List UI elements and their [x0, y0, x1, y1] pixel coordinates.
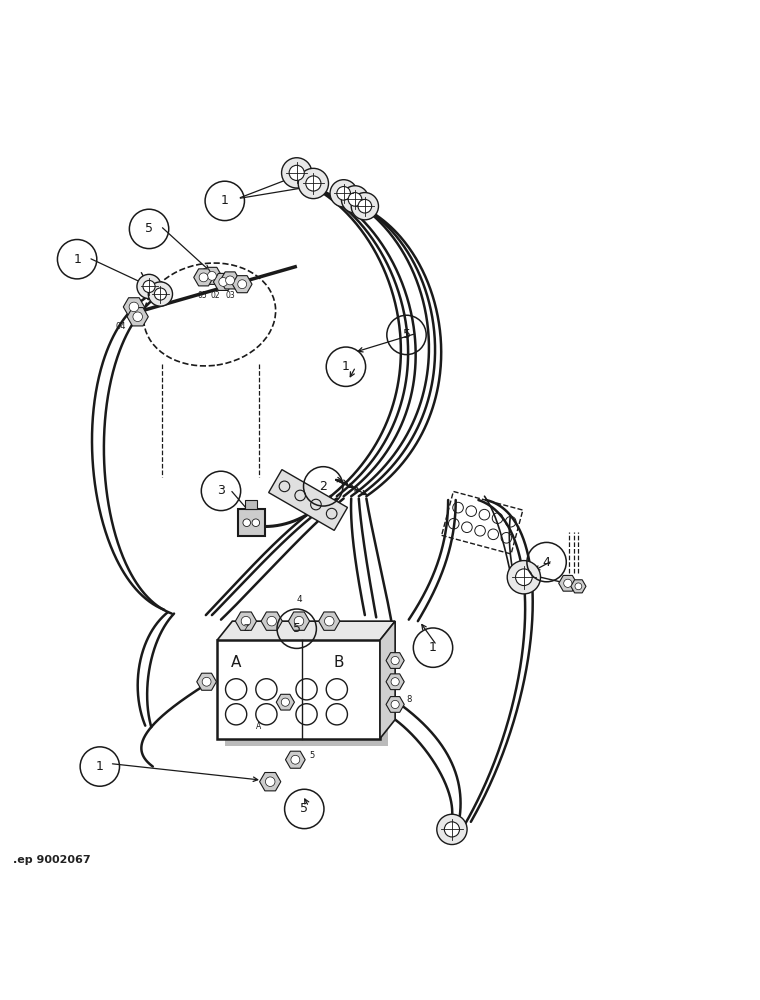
Text: 04: 04	[116, 322, 126, 331]
Bar	[217, 640, 380, 739]
Text: 5: 5	[309, 751, 314, 760]
Circle shape	[445, 822, 460, 837]
Polygon shape	[380, 621, 395, 739]
Circle shape	[129, 302, 138, 312]
Circle shape	[575, 583, 582, 590]
Text: 05: 05	[197, 291, 207, 300]
Circle shape	[281, 698, 290, 706]
Text: 1: 1	[342, 360, 350, 373]
Text: 8: 8	[406, 695, 411, 704]
Circle shape	[294, 616, 304, 626]
Circle shape	[325, 616, 334, 626]
Text: 4: 4	[543, 556, 550, 569]
Text: 02: 02	[211, 291, 220, 300]
Text: 5: 5	[293, 622, 301, 635]
Circle shape	[298, 168, 328, 199]
Bar	[442, 491, 523, 554]
Text: B: B	[333, 655, 344, 670]
Circle shape	[391, 700, 399, 709]
Circle shape	[148, 282, 173, 306]
Circle shape	[143, 280, 155, 293]
Circle shape	[265, 777, 275, 786]
Text: 03: 03	[225, 291, 235, 300]
Circle shape	[358, 199, 372, 213]
Circle shape	[330, 180, 357, 207]
Circle shape	[202, 677, 211, 686]
Circle shape	[306, 176, 321, 191]
Text: 5: 5	[145, 222, 153, 235]
Circle shape	[226, 276, 235, 285]
Bar	[225, 648, 388, 746]
Circle shape	[437, 814, 467, 845]
Text: 5: 5	[300, 802, 309, 815]
Circle shape	[348, 193, 362, 206]
Circle shape	[252, 519, 260, 527]
Text: 1: 1	[221, 194, 229, 207]
Circle shape	[507, 561, 540, 594]
Circle shape	[564, 579, 572, 587]
Text: 1: 1	[96, 760, 104, 773]
Text: A: A	[231, 655, 242, 670]
Circle shape	[391, 678, 399, 686]
Circle shape	[137, 274, 161, 299]
Circle shape	[243, 519, 251, 527]
Bar	[245, 500, 258, 509]
Text: Z: Z	[243, 624, 249, 633]
Circle shape	[391, 656, 399, 665]
Circle shape	[337, 187, 350, 200]
Circle shape	[133, 312, 142, 322]
Bar	[268, 470, 347, 530]
Circle shape	[154, 288, 166, 300]
Circle shape	[291, 755, 299, 764]
Text: 1: 1	[73, 253, 81, 266]
Text: 1: 1	[429, 641, 437, 654]
Text: 3: 3	[217, 484, 225, 497]
Circle shape	[219, 277, 228, 286]
Text: .ep 9002067: .ep 9002067	[13, 855, 90, 865]
Circle shape	[207, 271, 217, 280]
Circle shape	[267, 616, 277, 626]
Text: 2: 2	[319, 480, 327, 493]
Polygon shape	[217, 621, 395, 640]
Circle shape	[238, 280, 246, 289]
Circle shape	[341, 186, 369, 213]
Circle shape	[515, 569, 532, 586]
Circle shape	[289, 165, 304, 180]
Circle shape	[199, 273, 208, 282]
Circle shape	[281, 158, 312, 188]
Circle shape	[351, 193, 378, 220]
Circle shape	[241, 616, 251, 626]
Text: 4: 4	[296, 595, 302, 604]
Text: A: A	[256, 722, 261, 731]
Text: 5: 5	[403, 328, 410, 341]
Bar	[238, 509, 265, 536]
